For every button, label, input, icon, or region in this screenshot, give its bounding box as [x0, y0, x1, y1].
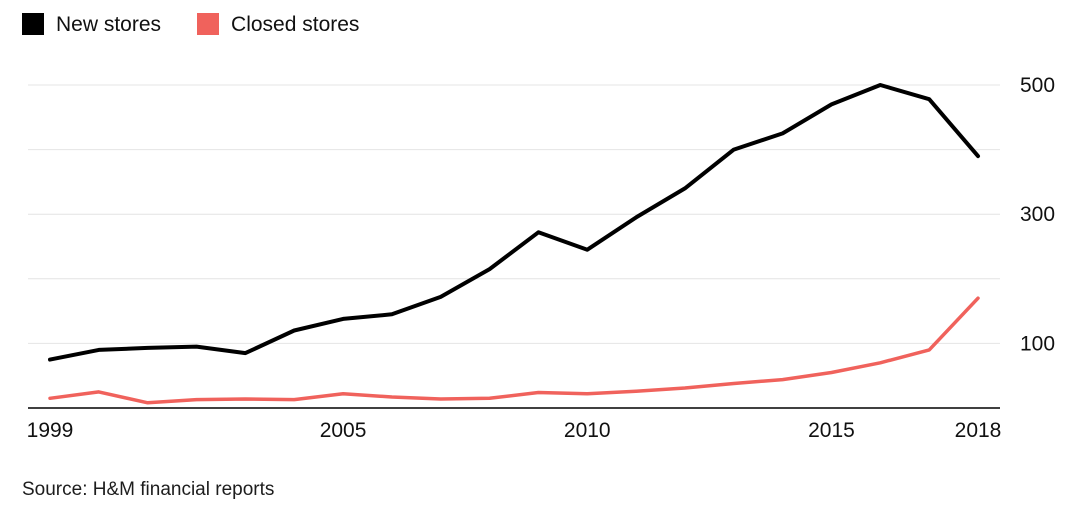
new-stores-swatch	[22, 13, 44, 35]
new-stores-line	[48, 83, 980, 362]
new-stores-label: New stores	[56, 12, 162, 36]
x-tick-label: 2018	[955, 419, 1002, 442]
y-tick-label: 100	[1020, 332, 1055, 355]
source-note: Source: H&M financial reports	[22, 479, 275, 500]
legend-item-closed-stores: Closed stores	[197, 13, 359, 35]
y-tick-label: 300	[1020, 203, 1055, 226]
closed-stores-line	[48, 296, 980, 405]
closed-stores-label: Closed stores	[231, 12, 360, 36]
x-tick-label: 2015	[808, 419, 855, 442]
legend-item-new-stores: New stores	[22, 13, 161, 35]
closed-stores-swatch	[197, 13, 220, 35]
x-tick-label: 2005	[320, 419, 367, 442]
chart-legend: New stores Closed stores	[22, 13, 359, 35]
x-tick-label: 2010	[564, 419, 611, 442]
x-tick-label: 1999	[27, 419, 74, 442]
y-tick-label: 500	[1020, 74, 1055, 97]
